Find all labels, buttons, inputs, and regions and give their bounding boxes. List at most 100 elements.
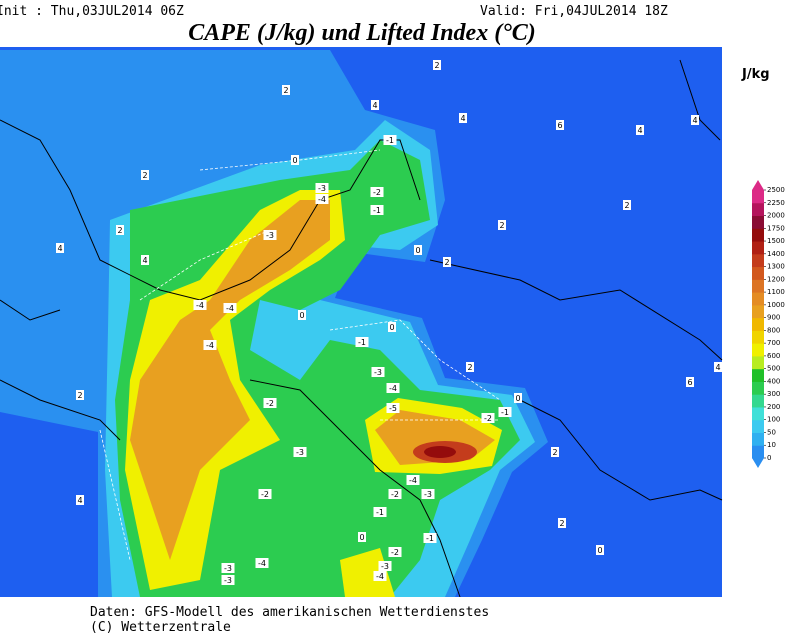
colorbar-label: 10 — [767, 441, 776, 449]
contour-label-box — [203, 340, 217, 350]
contour-label-box — [263, 230, 277, 240]
contour-label: -2 — [373, 188, 381, 197]
contour-label: 2 — [624, 201, 629, 210]
contour-label: 4 — [692, 116, 697, 125]
contour-label: 2 — [434, 61, 439, 70]
contour-label-box — [386, 383, 400, 393]
contour-label: -5 — [389, 404, 397, 413]
contour-label: -4 — [376, 572, 384, 581]
colorbar-label: 1300 — [767, 263, 785, 271]
contour-label-box — [466, 362, 474, 372]
contour-label: -4 — [409, 476, 417, 485]
contour-label-box — [355, 337, 369, 347]
contour-label-box — [76, 495, 84, 505]
contour-label-box — [498, 220, 506, 230]
contour-label-box — [221, 563, 235, 573]
contour-label: 4 — [637, 126, 642, 135]
contour-label-box — [293, 447, 307, 457]
contour-label: 6 — [557, 121, 562, 130]
contour-label: -2 — [391, 548, 399, 557]
footer-source: Daten: GFS-Modell des amerikanischen Wet… — [90, 605, 489, 620]
contour-label-box — [388, 547, 402, 557]
contour-label-box — [116, 225, 124, 235]
colorbar-label: 2500 — [767, 186, 785, 194]
colorbar-unit: J/kg — [741, 67, 770, 82]
field-orange — [130, 200, 330, 560]
contour-label: 0 — [415, 246, 420, 255]
contour-label-box — [255, 558, 269, 568]
contour-label-box — [443, 257, 451, 267]
colorbar-segment — [752, 266, 764, 280]
field-dark-red — [424, 446, 456, 458]
contour-label-box — [636, 125, 644, 135]
contour-label: 2 — [77, 391, 82, 400]
contour-label: -3 — [224, 564, 232, 573]
contour-label: 4 — [460, 114, 465, 123]
contour-label: -1 — [501, 408, 509, 417]
colorbar-segment — [752, 253, 764, 268]
colorbar-segment — [752, 419, 764, 433]
colorbar-label: 300 — [767, 390, 780, 398]
contour-label-box — [291, 155, 299, 165]
contour-label-box — [378, 561, 392, 571]
contour-label: 0 — [292, 156, 297, 165]
contour-label: -3 — [381, 562, 389, 571]
contour-label-box — [421, 489, 435, 499]
contour-label: -2 — [266, 399, 274, 408]
colorbar-segment — [752, 190, 764, 204]
contour-label-box — [315, 194, 329, 204]
colorbar-label: 1200 — [767, 275, 785, 283]
contour-label-box — [596, 545, 604, 555]
contour-label-box — [298, 310, 306, 320]
colorbar-label: 100 — [767, 416, 780, 424]
footer-bg — [0, 597, 786, 637]
contour-label: -1 — [426, 534, 434, 543]
contour-label-box — [423, 533, 437, 543]
valid-time: Valid: Fri,04JUL2014 18Z — [480, 4, 668, 19]
colorbar-label: 2000 — [767, 212, 785, 220]
contour-label: 4 — [715, 363, 720, 372]
colorbar-label: 900 — [767, 314, 780, 322]
contour-label: -3 — [374, 368, 382, 377]
contour-label-box — [373, 507, 387, 517]
contour-label-box — [623, 200, 631, 210]
contour-label: 2 — [559, 519, 564, 528]
init-time: Init : Thu,03JUL2014 06Z — [0, 4, 184, 19]
contour-label: -4 — [389, 384, 397, 393]
colorbar-segment — [752, 381, 764, 395]
contour-label-box — [498, 407, 512, 417]
contour-label: -1 — [373, 206, 381, 215]
colorbar-label: 700 — [767, 339, 780, 347]
footer-copyright: (C) Wetterzentrale — [90, 620, 231, 635]
contour-label-box — [263, 398, 277, 408]
contour-label-box — [371, 367, 385, 377]
contour-label: 2 — [499, 221, 504, 230]
contour-label-box — [141, 255, 149, 265]
contour-label: -2 — [261, 490, 269, 499]
contour-label: -1 — [376, 508, 384, 517]
colorbar-segment — [752, 292, 764, 306]
colorbar-label: 0 — [767, 454, 771, 462]
contour-label-box — [358, 532, 366, 542]
contour-label-box — [315, 183, 329, 193]
contour-label: 0 — [359, 533, 364, 542]
contour-label-box — [388, 489, 402, 499]
contour-label-box — [388, 322, 396, 332]
contour-label-box — [370, 205, 384, 215]
contour-label: 2 — [467, 363, 472, 372]
contour-label-box — [459, 113, 467, 123]
contour-label-box — [414, 245, 422, 255]
colorbar-label: 1100 — [767, 288, 785, 296]
contour-label-box — [556, 120, 564, 130]
colorbar-label: 2250 — [767, 199, 785, 207]
colorbar-segment — [752, 368, 764, 382]
contour-label-box — [141, 170, 149, 180]
colorbar-segment — [752, 241, 764, 255]
contour-label-box — [56, 243, 64, 253]
contour-label: -3 — [266, 231, 274, 240]
title: CAPE (J/kg) und Lifted Index (°C) — [188, 20, 536, 46]
contour-label-box — [193, 300, 207, 310]
map-field — [0, 47, 723, 598]
